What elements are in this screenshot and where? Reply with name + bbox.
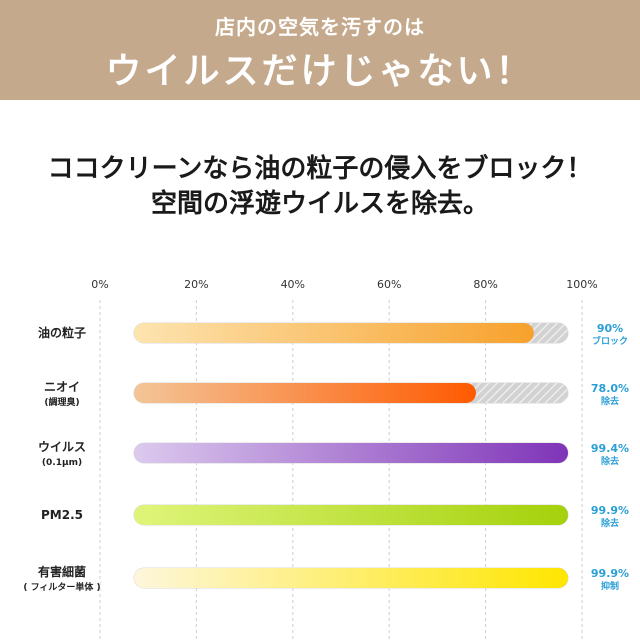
banner-subtitle: 店内の空気を汚すのは bbox=[215, 15, 425, 39]
category-sublabel: ( フィルター単体 ) bbox=[23, 581, 100, 593]
header-banner: 店内の空気を汚すのは ウイルスだけじゃない！ bbox=[0, 0, 640, 100]
tick-label: 60% bbox=[377, 278, 401, 291]
value-label: 99.9% bbox=[591, 504, 629, 517]
category-sublabel: (調理臭) bbox=[44, 396, 79, 408]
category-label: PM2.5 bbox=[41, 508, 83, 522]
category-sublabel: (0.1μm) bbox=[42, 458, 82, 468]
bar bbox=[134, 323, 534, 343]
tick-label: 40% bbox=[281, 278, 305, 291]
value-label: 78.0% bbox=[591, 382, 629, 395]
bar bbox=[134, 568, 568, 588]
value-label: 99.4% bbox=[591, 442, 629, 455]
tick-label: 20% bbox=[184, 278, 208, 291]
category-label: 油の粒子 bbox=[38, 325, 86, 340]
tick-label: 80% bbox=[473, 278, 497, 291]
tick-label: 0% bbox=[91, 278, 108, 291]
banner-title: ウイルスだけじゃない！ bbox=[105, 51, 535, 92]
value-label: 99.9% bbox=[591, 567, 629, 580]
bar bbox=[134, 383, 476, 403]
value-note: ブロック bbox=[592, 335, 628, 347]
tick-label: 100% bbox=[566, 278, 597, 291]
axis-ticks: 0% 20% 40% 60% 80% 100% bbox=[91, 278, 597, 291]
bar bbox=[134, 443, 568, 463]
value-label: 90% bbox=[597, 322, 623, 335]
headline-line-2: 空間の浮遊ウイルスを除去。 bbox=[150, 189, 489, 219]
value-note: 抑制 bbox=[601, 580, 619, 592]
category-label: 有害細菌 bbox=[38, 564, 86, 579]
headline-line-1: ココクリーンなら油の粒子の侵入をブロック！ bbox=[47, 154, 593, 184]
value-note: 除去 bbox=[601, 517, 619, 529]
bars: 油の粒子 90%ブロックニオイ(調理臭)78.0%除去ウイルス(0.1μm)99.… bbox=[23, 322, 629, 593]
grid-lines bbox=[99, 300, 583, 640]
bar bbox=[134, 505, 568, 525]
value-note: 除去 bbox=[601, 395, 619, 407]
category-label: ウイルス bbox=[38, 440, 86, 454]
value-note: 除去 bbox=[601, 455, 619, 467]
category-label: ニオイ bbox=[44, 380, 80, 394]
